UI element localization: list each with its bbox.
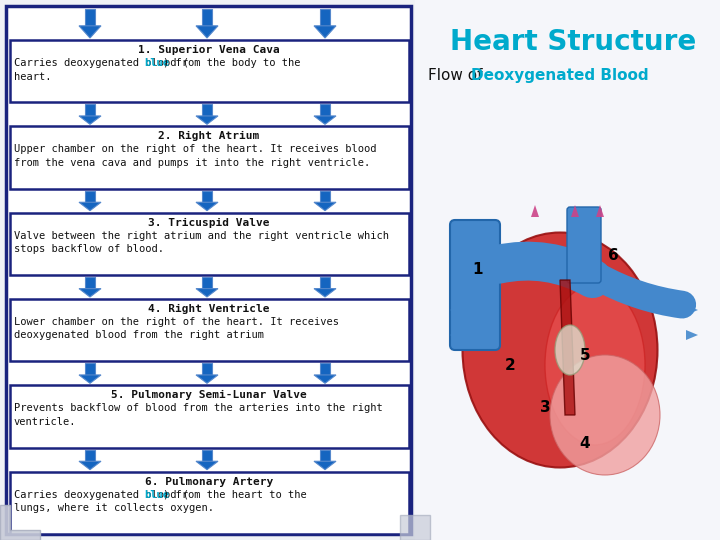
- Polygon shape: [79, 116, 101, 124]
- Text: 3. Tricuspid Valve: 3. Tricuspid Valve: [148, 218, 270, 228]
- Text: 2. Right Atrium: 2. Right Atrium: [158, 131, 260, 141]
- Polygon shape: [196, 288, 218, 297]
- Polygon shape: [314, 375, 336, 383]
- Polygon shape: [86, 450, 94, 461]
- Text: from the vena cava and pumps it into the right ventricle.: from the vena cava and pumps it into the…: [14, 158, 370, 168]
- Polygon shape: [196, 26, 218, 38]
- FancyBboxPatch shape: [10, 299, 409, 361]
- Text: blue: blue: [144, 58, 169, 68]
- Text: 5. Pulmonary Semi-Lunar Valve: 5. Pulmonary Semi-Lunar Valve: [111, 390, 307, 400]
- Polygon shape: [202, 191, 212, 202]
- Polygon shape: [202, 277, 212, 288]
- Text: ventricle.: ventricle.: [14, 417, 76, 427]
- Text: 4: 4: [580, 435, 590, 450]
- Polygon shape: [686, 330, 698, 340]
- Polygon shape: [202, 363, 212, 375]
- Text: blue: blue: [144, 490, 169, 500]
- Polygon shape: [86, 363, 94, 375]
- Polygon shape: [196, 116, 218, 124]
- FancyBboxPatch shape: [10, 471, 409, 534]
- Polygon shape: [531, 205, 539, 217]
- FancyArrowPatch shape: [498, 261, 593, 279]
- Text: 2: 2: [505, 357, 516, 373]
- Text: Flow of: Flow of: [428, 68, 487, 83]
- Ellipse shape: [550, 355, 660, 475]
- Polygon shape: [86, 9, 94, 26]
- Polygon shape: [202, 9, 212, 26]
- FancyArrowPatch shape: [598, 276, 683, 305]
- Ellipse shape: [462, 233, 657, 468]
- FancyBboxPatch shape: [567, 207, 601, 283]
- Polygon shape: [314, 202, 336, 211]
- Text: ) from the body to the: ) from the body to the: [163, 58, 300, 68]
- Text: Heart Structure: Heart Structure: [450, 28, 696, 56]
- Text: Carries deoxygenated blood (: Carries deoxygenated blood (: [14, 490, 189, 500]
- Polygon shape: [314, 288, 336, 297]
- Polygon shape: [196, 375, 218, 383]
- Polygon shape: [79, 375, 101, 383]
- Text: deoxygenated blood from the right atrium: deoxygenated blood from the right atrium: [14, 330, 264, 341]
- Text: 3: 3: [540, 400, 550, 415]
- Polygon shape: [560, 280, 575, 415]
- Text: 5: 5: [580, 348, 590, 362]
- FancyBboxPatch shape: [6, 6, 411, 534]
- Polygon shape: [400, 515, 430, 540]
- FancyBboxPatch shape: [450, 220, 500, 350]
- Text: 1: 1: [473, 262, 483, 278]
- Polygon shape: [686, 305, 698, 315]
- Text: 6. Pulmonary Artery: 6. Pulmonary Artery: [145, 477, 273, 487]
- Polygon shape: [320, 104, 330, 116]
- Polygon shape: [202, 450, 212, 461]
- Text: Carries deoxygenated blood (: Carries deoxygenated blood (: [14, 58, 189, 68]
- Text: 4. Right Ventricle: 4. Right Ventricle: [148, 304, 270, 314]
- Polygon shape: [79, 288, 101, 297]
- FancyBboxPatch shape: [415, 0, 720, 540]
- Polygon shape: [320, 9, 330, 26]
- FancyBboxPatch shape: [10, 126, 409, 188]
- Polygon shape: [196, 202, 218, 211]
- Polygon shape: [320, 450, 330, 461]
- Polygon shape: [314, 26, 336, 38]
- Polygon shape: [86, 104, 94, 116]
- Polygon shape: [0, 505, 40, 540]
- Text: Prevents backflow of blood from the arteries into the right: Prevents backflow of blood from the arte…: [14, 403, 383, 413]
- Polygon shape: [450, 305, 462, 315]
- Polygon shape: [320, 191, 330, 202]
- Text: Lower chamber on the right of the heart. It receives: Lower chamber on the right of the heart.…: [14, 317, 339, 327]
- Polygon shape: [79, 26, 101, 38]
- Text: stops backflow of blood.: stops backflow of blood.: [14, 244, 164, 254]
- Polygon shape: [79, 461, 101, 470]
- FancyBboxPatch shape: [10, 40, 409, 103]
- Polygon shape: [202, 104, 212, 116]
- FancyBboxPatch shape: [10, 213, 409, 275]
- Ellipse shape: [555, 325, 585, 375]
- Polygon shape: [314, 116, 336, 124]
- Polygon shape: [196, 461, 218, 470]
- Text: 6: 6: [608, 247, 618, 262]
- Ellipse shape: [545, 285, 645, 445]
- Polygon shape: [320, 363, 330, 375]
- Text: heart.: heart.: [14, 71, 52, 82]
- Polygon shape: [596, 205, 604, 217]
- Polygon shape: [450, 330, 462, 340]
- FancyBboxPatch shape: [10, 386, 409, 448]
- Text: Upper chamber on the right of the heart. It receives blood: Upper chamber on the right of the heart.…: [14, 144, 377, 154]
- Text: lungs, where it collects oxygen.: lungs, where it collects oxygen.: [14, 503, 214, 513]
- Polygon shape: [79, 202, 101, 211]
- Text: Valve between the right atrium and the right ventricle which: Valve between the right atrium and the r…: [14, 231, 389, 241]
- Polygon shape: [86, 277, 94, 288]
- Polygon shape: [86, 191, 94, 202]
- Text: 1. Superior Vena Cava: 1. Superior Vena Cava: [138, 45, 280, 55]
- Polygon shape: [320, 277, 330, 288]
- Text: ) from the heart to the: ) from the heart to the: [163, 490, 307, 500]
- Polygon shape: [314, 461, 336, 470]
- Text: Deoxygenated Blood: Deoxygenated Blood: [471, 68, 649, 83]
- Polygon shape: [571, 205, 579, 217]
